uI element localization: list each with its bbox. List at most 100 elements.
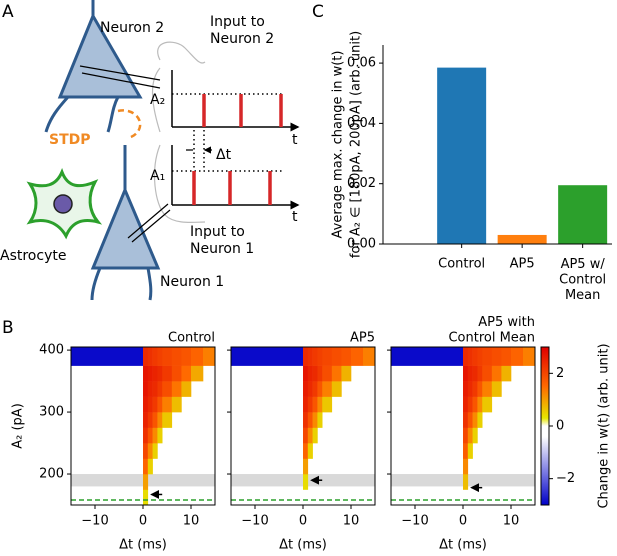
cell xyxy=(467,381,473,397)
y-axis-label: Average max. change in w(t) xyxy=(331,51,346,239)
cell xyxy=(143,427,149,444)
cell xyxy=(312,427,318,444)
cell xyxy=(162,412,173,428)
cell xyxy=(143,396,149,413)
y-tick-label: 0.04 xyxy=(347,116,376,131)
cell xyxy=(467,427,473,444)
cell xyxy=(317,412,323,428)
cell xyxy=(477,412,483,428)
bracket xyxy=(151,41,206,133)
cell xyxy=(181,365,192,382)
x-tick-label: −10 xyxy=(81,514,108,529)
label: STDP xyxy=(49,132,91,148)
cell xyxy=(322,381,333,397)
cell xyxy=(467,365,473,382)
label: A₂ xyxy=(150,92,165,108)
cell xyxy=(307,365,313,382)
colorbar-label: Change in w(t) (arb. unit) xyxy=(597,343,612,508)
colorbar xyxy=(540,346,550,506)
cell xyxy=(491,381,502,397)
label: Δt xyxy=(216,147,232,163)
cell xyxy=(312,347,318,366)
cell xyxy=(467,443,473,459)
cell xyxy=(341,365,352,382)
cell xyxy=(467,412,473,428)
cell xyxy=(152,347,158,366)
x-tick-label: AP5 w/Control Mean xyxy=(559,257,606,303)
cell xyxy=(472,412,478,428)
cell xyxy=(511,347,524,366)
panel-title: AP5 with Control Mean xyxy=(448,315,535,346)
cell xyxy=(147,347,153,366)
y-tick-label: 0.02 xyxy=(347,176,376,191)
neuron xyxy=(57,12,143,99)
cell xyxy=(322,365,333,382)
colorbar-tick-label: 0 xyxy=(556,419,564,434)
x-tick-label: 0 xyxy=(299,514,307,529)
y-tick-label: 0.06 xyxy=(347,56,376,71)
x-tick-label: Control xyxy=(438,257,485,272)
cell xyxy=(472,381,478,397)
cell xyxy=(143,458,149,475)
panel-label: B xyxy=(2,318,14,338)
cell xyxy=(162,347,173,366)
y-tick-label: 400 xyxy=(39,343,64,358)
cell xyxy=(303,458,309,475)
cell xyxy=(71,347,144,366)
nucleus xyxy=(53,194,73,214)
cell xyxy=(331,347,342,366)
cell xyxy=(463,474,469,490)
cell xyxy=(143,347,149,366)
cell xyxy=(391,347,464,366)
cell xyxy=(307,381,313,397)
cell xyxy=(307,427,313,444)
cell xyxy=(317,347,323,366)
cell xyxy=(472,347,478,366)
cell xyxy=(312,412,318,428)
cell xyxy=(523,347,536,366)
cell xyxy=(467,347,473,366)
x-axis-label: Δt (ms) xyxy=(439,538,487,553)
cell xyxy=(463,396,469,413)
bar xyxy=(497,234,547,244)
cell xyxy=(303,474,309,490)
cell xyxy=(491,365,502,382)
label: Input to Neuron 1 xyxy=(190,224,254,257)
x-tick-label: 10 xyxy=(183,514,200,529)
colorbar-tick-label: 2 xyxy=(556,366,564,381)
cell xyxy=(191,365,204,382)
cell xyxy=(463,347,469,366)
cell xyxy=(472,396,478,413)
cell xyxy=(463,412,469,428)
cell xyxy=(147,458,153,475)
cell xyxy=(181,381,192,397)
cell xyxy=(157,396,163,413)
cell xyxy=(307,396,313,413)
colorbar-tick-label: −2 xyxy=(556,471,575,486)
panel-title: Control xyxy=(168,331,215,346)
wire xyxy=(79,65,171,243)
cell xyxy=(477,365,483,382)
cell xyxy=(191,347,204,366)
panel-title: AP5 xyxy=(350,331,375,346)
label: Input to Neuron 2 xyxy=(210,14,274,47)
neuron xyxy=(90,186,161,270)
axis-line xyxy=(382,45,612,245)
cell xyxy=(322,347,333,366)
cell xyxy=(147,412,153,428)
label: Neuron 2 xyxy=(100,20,164,36)
cell xyxy=(317,365,323,382)
cell xyxy=(171,347,182,366)
cell xyxy=(501,365,512,382)
label: t xyxy=(292,209,298,225)
y-axis-label: A₂ (pA) xyxy=(11,403,26,449)
x-tick-label: −10 xyxy=(241,514,268,529)
cell xyxy=(152,412,158,428)
cell xyxy=(491,347,502,366)
cell xyxy=(463,458,469,475)
cell xyxy=(477,396,483,413)
x-tick-label: 0 xyxy=(459,514,467,529)
cell xyxy=(482,347,493,366)
bar xyxy=(558,185,608,244)
cell xyxy=(303,412,309,428)
